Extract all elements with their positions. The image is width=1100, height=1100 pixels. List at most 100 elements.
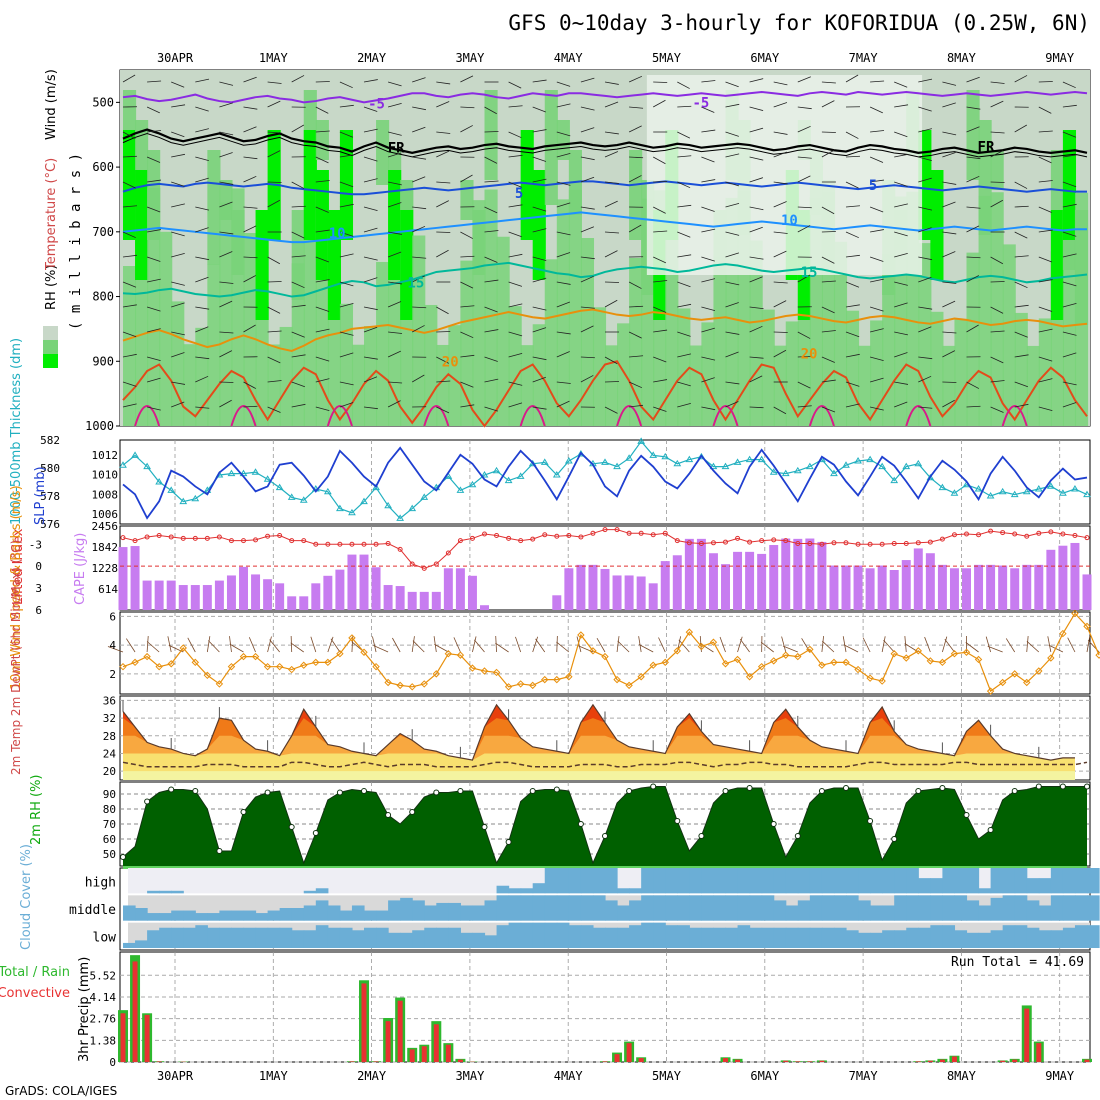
cape-bar bbox=[937, 564, 947, 610]
rh-band-moist bbox=[448, 325, 462, 426]
rh-tick-label: 90 bbox=[103, 788, 116, 801]
cape-bar bbox=[347, 554, 357, 610]
contour-label: 15 bbox=[407, 275, 424, 291]
thickness-point bbox=[721, 462, 730, 470]
lifted-index-point bbox=[674, 538, 680, 544]
wind-barb bbox=[797, 331, 811, 339]
precip-convective-bar bbox=[409, 1049, 415, 1062]
cape-bar bbox=[805, 538, 815, 610]
panel-frame-wind bbox=[119, 611, 1091, 695]
wind-barb bbox=[122, 155, 138, 158]
cloud-cover-bar bbox=[448, 902, 461, 921]
isotherm-30 bbox=[519, 405, 546, 427]
surface-wind-barb bbox=[310, 636, 317, 653]
isotherm-30 bbox=[134, 405, 161, 427]
cloud-cover-bar bbox=[207, 927, 220, 948]
wind-speed-line bbox=[122, 612, 1100, 693]
cloud-cover-bar bbox=[219, 927, 233, 948]
rh-point bbox=[626, 788, 633, 794]
wind-barb bbox=[315, 106, 329, 114]
date-label-top: 9MAY bbox=[1045, 51, 1075, 65]
temp-axis-label-group: Temperature (°C) Wind (m/s) bbox=[44, 69, 59, 271]
precip-convective-bar bbox=[421, 1046, 427, 1062]
wind-barb bbox=[243, 405, 258, 408]
wind-barb bbox=[749, 306, 764, 310]
cape-bar bbox=[275, 583, 285, 610]
isotherm-30 bbox=[616, 405, 643, 427]
cloud-cover-bar bbox=[641, 922, 654, 948]
cloud-cover-bar bbox=[364, 910, 377, 921]
cape-bar bbox=[600, 568, 610, 610]
date-label-bottom: 8MAY bbox=[947, 1069, 977, 1083]
temperature-axis-label: Temperature (°C) bbox=[44, 158, 59, 271]
rh-tick-label: 60 bbox=[103, 833, 116, 846]
rh-band-moist bbox=[1026, 345, 1040, 426]
wind-barb bbox=[773, 250, 787, 258]
surface-wind-barb bbox=[146, 636, 149, 653]
cloud-cover-bar bbox=[556, 922, 570, 948]
rh-point bbox=[698, 833, 705, 839]
wind-barb bbox=[508, 181, 522, 188]
wind-speed-point bbox=[119, 662, 127, 671]
surface-wind-barb bbox=[987, 645, 1003, 653]
wind-barb bbox=[797, 206, 812, 209]
rh-band-moist bbox=[351, 344, 366, 426]
wind-barb bbox=[291, 403, 306, 408]
wind-barb bbox=[195, 256, 210, 261]
rh-point bbox=[963, 812, 970, 818]
cloud-cover-bar bbox=[1087, 925, 1100, 948]
wind-barb bbox=[677, 303, 692, 308]
wind-barb bbox=[1062, 331, 1077, 336]
wind-barb bbox=[122, 403, 137, 408]
wind-barb bbox=[580, 127, 595, 133]
cape-bar bbox=[841, 565, 851, 610]
wind-speed-point bbox=[312, 658, 320, 667]
precip-legend-convective: Convective bbox=[0, 986, 70, 1001]
wind-barb bbox=[749, 156, 764, 161]
temp-tick-label: 36 bbox=[103, 694, 116, 707]
thickness-point bbox=[119, 461, 127, 468]
wind-barb bbox=[942, 81, 957, 86]
wind-barb bbox=[942, 300, 956, 308]
thickness-point bbox=[275, 483, 284, 491]
cloud-cover-bar bbox=[532, 883, 546, 894]
surface-wind-barb bbox=[944, 638, 955, 653]
cape-bar bbox=[251, 574, 261, 610]
wind-barb bbox=[1038, 378, 1053, 383]
cloud-cover-bar bbox=[677, 895, 690, 921]
precip-convective-bar bbox=[385, 1021, 391, 1062]
wind-barb bbox=[773, 181, 788, 185]
wind-barb bbox=[363, 326, 378, 333]
wind-barb bbox=[484, 279, 499, 283]
wind-barb bbox=[146, 306, 161, 312]
contour-label: -5 bbox=[692, 95, 709, 111]
surface-wind-barb bbox=[126, 638, 136, 653]
wind-barb bbox=[171, 81, 185, 88]
wind-speed-point bbox=[1071, 609, 1079, 618]
wind-speed-point bbox=[384, 678, 392, 687]
wind-barb bbox=[339, 181, 354, 188]
lifted-index-point bbox=[927, 539, 933, 545]
wind-barb bbox=[219, 152, 233, 158]
cloud-cover-bar bbox=[954, 868, 968, 894]
cloud-cover-bar bbox=[327, 927, 341, 948]
wind-barb bbox=[267, 199, 281, 208]
cape-bar bbox=[962, 568, 971, 610]
cloud-cover-bar bbox=[508, 895, 522, 921]
wind-barb bbox=[1062, 231, 1077, 237]
precip-convective-bar bbox=[735, 1059, 741, 1062]
cloud-cover-bar bbox=[641, 895, 654, 921]
rh-point bbox=[144, 798, 151, 805]
cape-bar bbox=[733, 551, 743, 610]
thickness-point bbox=[769, 468, 778, 475]
rh-point bbox=[288, 824, 295, 830]
wind-barb bbox=[821, 81, 836, 84]
precip-convective-bar bbox=[951, 1056, 957, 1062]
temp-tick-label: 28 bbox=[103, 730, 116, 743]
rh-tick-label: 70 bbox=[103, 818, 116, 831]
thickness-point bbox=[757, 455, 766, 463]
thickness-point bbox=[709, 462, 718, 470]
thickness-point bbox=[842, 461, 850, 468]
surface-wind-barb bbox=[1026, 636, 1029, 653]
precip-convective-bar bbox=[373, 1061, 379, 1062]
